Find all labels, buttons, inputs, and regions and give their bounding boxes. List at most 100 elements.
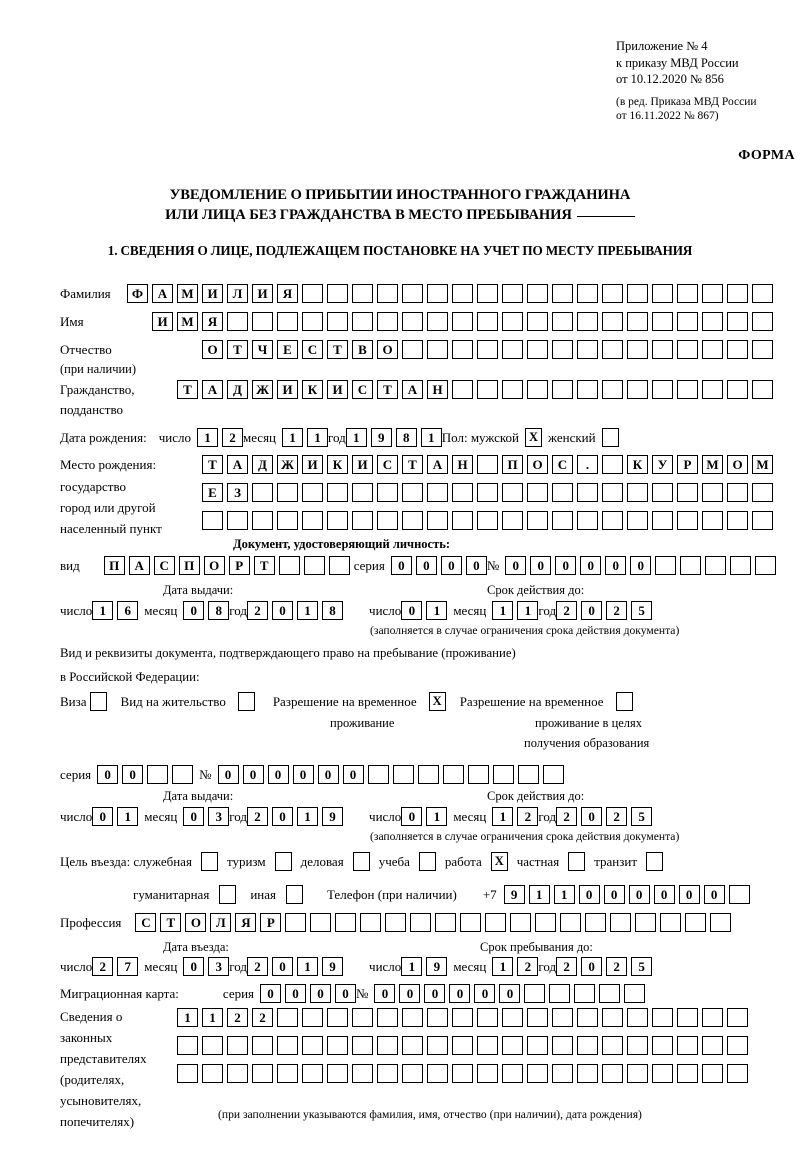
doc-type-cell[interactable]	[328, 556, 350, 575]
birth-year-cell[interactable]: 9	[370, 428, 392, 447]
stay-number-cell[interactable]	[417, 765, 439, 784]
profession-cell[interactable]	[585, 913, 607, 932]
patronymic-cell[interactable]	[752, 340, 773, 359]
migration-series-cell[interactable]: 0	[260, 984, 282, 1003]
profession-cell[interactable]	[660, 913, 682, 932]
birth-day-cell[interactable]: 1	[196, 428, 218, 447]
birthplace-1-cell[interactable]: Р	[677, 455, 698, 474]
stay-number-cell[interactable]	[392, 765, 414, 784]
doc-number-cell[interactable]: 0	[505, 556, 527, 575]
stay-number-cell[interactable]: 0	[217, 765, 239, 784]
legal-rep-1-cell[interactable]	[327, 1008, 348, 1027]
birthplace-2-cell[interactable]	[452, 483, 473, 502]
birthplace-3-cell[interactable]	[627, 511, 648, 530]
doc-number-cell[interactable]: 0	[530, 556, 552, 575]
surname-cell[interactable]	[727, 284, 748, 303]
doc-issue-year-cell[interactable]: 1	[297, 601, 319, 620]
stay-issue-year-cell[interactable]: 2	[247, 807, 269, 826]
migration-number-cell[interactable]	[599, 984, 621, 1003]
stay-valid-day-cell[interactable]: 0	[401, 807, 423, 826]
birthplace-1-cell[interactable]: И	[302, 455, 323, 474]
legal-rep-1-cell[interactable]	[702, 1008, 723, 1027]
firstname-cell[interactable]	[527, 312, 548, 331]
doc-type-cell[interactable]: Р	[228, 556, 250, 575]
legal-rep-3-cell[interactable]	[627, 1064, 648, 1083]
birthplace-3-cell[interactable]	[702, 511, 723, 530]
surname-cell[interactable]	[552, 284, 573, 303]
birthplace-1-cell[interactable]: А	[227, 455, 248, 474]
birthplace-2-cell[interactable]	[302, 483, 323, 502]
patronymic-cell[interactable]: О	[377, 340, 398, 359]
doc-number-cell[interactable]	[655, 556, 677, 575]
entry-purpose-checkbox-деловая[interactable]	[352, 852, 370, 871]
surname-cell[interactable]	[502, 284, 523, 303]
patronymic-cell[interactable]: Т	[327, 340, 348, 359]
legal-rep-2-cell[interactable]	[277, 1036, 298, 1055]
stay-issue-month-cell[interactable]: 0	[183, 807, 205, 826]
migration-number-cell[interactable]	[524, 984, 546, 1003]
title-blank-line[interactable]	[576, 216, 635, 218]
birthplace-2-cell[interactable]	[377, 483, 398, 502]
legal-rep-3-cell[interactable]	[252, 1064, 273, 1083]
firstname-cell[interactable]	[677, 312, 698, 331]
legal-rep-2-cell[interactable]	[352, 1036, 373, 1055]
entry-year-cell[interactable]: 2	[247, 957, 269, 976]
surname-cell[interactable]	[527, 284, 548, 303]
legal-rep-1-cell[interactable]	[502, 1008, 523, 1027]
phone-cell[interactable]: 0	[703, 885, 725, 904]
stay-issue-day-cell[interactable]: 0	[92, 807, 114, 826]
citizenship-cell[interactable]	[702, 380, 723, 399]
patronymic-cell[interactable]: С	[302, 340, 323, 359]
sex-male-checkbox[interactable]: X	[525, 428, 543, 447]
patronymic-cell[interactable]	[677, 340, 698, 359]
birthplace-1-cell[interactable]: Т	[402, 455, 423, 474]
doc-valid-month-cell[interactable]: 1	[517, 601, 539, 620]
legal-rep-3-cell[interactable]	[452, 1064, 473, 1083]
legal-rep-3-cell[interactable]	[727, 1064, 748, 1083]
stay-valid-year-cell[interactable]: 2	[606, 807, 628, 826]
stay-until-day-cell[interactable]: 1	[401, 957, 423, 976]
firstname-cell[interactable]: И	[152, 312, 173, 331]
birthplace-2-cell[interactable]	[577, 483, 598, 502]
firstname-cell[interactable]	[652, 312, 673, 331]
birth-month-cell[interactable]: 1	[282, 428, 304, 447]
doc-valid-year-cell[interactable]: 0	[581, 601, 603, 620]
stay-issue-month-cell[interactable]: 3	[208, 807, 230, 826]
doc-issue-year-cell[interactable]: 8	[322, 601, 344, 620]
doc-valid-day-cell[interactable]: 0	[401, 601, 423, 620]
doc-issue-day-cell[interactable]: 6	[117, 601, 139, 620]
birthplace-1-cell[interactable]: Т	[202, 455, 223, 474]
stay-until-year-cell[interactable]: 2	[556, 957, 578, 976]
stay-issue-day-cell[interactable]: 1	[117, 807, 139, 826]
birthplace-1-cell[interactable]: М	[752, 455, 773, 474]
migration-number-cell[interactable]: 0	[449, 984, 471, 1003]
migration-number-cell[interactable]	[549, 984, 571, 1003]
birthplace-3-cell[interactable]	[252, 511, 273, 530]
surname-cell[interactable]: Я	[277, 284, 298, 303]
doc-type-cell[interactable]: П	[178, 556, 200, 575]
stay-valid-day-cell[interactable]: 1	[426, 807, 448, 826]
legal-rep-1-cell[interactable]: 2	[227, 1008, 248, 1027]
firstname-cell[interactable]	[427, 312, 448, 331]
legal-rep-row-3[interactable]	[177, 1064, 748, 1083]
firstname-cell[interactable]	[477, 312, 498, 331]
stay-series-cell[interactable]: 0	[122, 765, 144, 784]
firstname-cell[interactable]	[702, 312, 723, 331]
surname-cell[interactable]	[352, 284, 373, 303]
birthplace-3-cell[interactable]	[452, 511, 473, 530]
doc-type-cell[interactable]: С	[153, 556, 175, 575]
patronymic-cell[interactable]: Т	[227, 340, 248, 359]
citizenship-cell[interactable]: Т	[377, 380, 398, 399]
birthplace-3-cell[interactable]	[202, 511, 223, 530]
stay-number-cell[interactable]: 0	[342, 765, 364, 784]
legal-rep-3-cell[interactable]	[177, 1064, 198, 1083]
legal-rep-3-cell[interactable]	[602, 1064, 623, 1083]
stay-series-cell[interactable]	[172, 765, 194, 784]
